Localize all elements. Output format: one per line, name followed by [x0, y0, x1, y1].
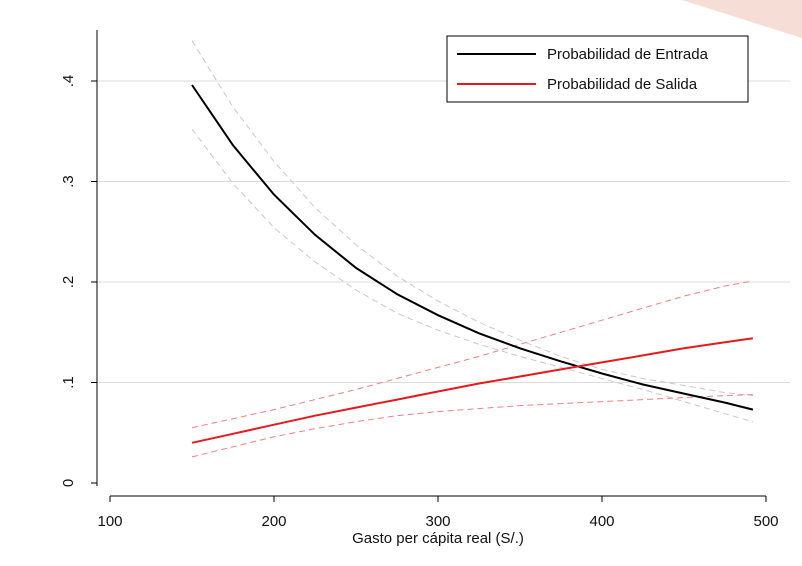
x-tick-label-4: 500	[753, 513, 778, 530]
legend-label-1: Probabilidad de Salida	[547, 76, 698, 93]
corner-decoration	[682, 0, 802, 38]
y-tick-label-1: .1	[60, 376, 77, 389]
salida-line	[191, 337, 754, 444]
x-axis-title: Gasto per cápita real (S/.)	[352, 530, 524, 547]
x-tick-label-0: 100	[97, 513, 122, 530]
legend-label-0: Probabilidad de Entrada	[547, 46, 709, 63]
x-tick-label-1: 200	[261, 513, 286, 530]
legend-box	[446, 35, 749, 103]
x-tick-label-2: 300	[425, 513, 450, 530]
y-tick-label-4: .4	[60, 75, 77, 88]
y-tick-label-2: .2	[60, 276, 77, 289]
confidence-band-line-4	[191, 280, 753, 429]
x-tick-label-3: 400	[589, 513, 614, 530]
y-tick-label-0: 0	[60, 479, 77, 487]
entrada-line	[191, 84, 754, 411]
confidence-band-line-5	[191, 394, 753, 458]
confidence-band-line-2	[191, 40, 753, 397]
y-tick-label-3: .3	[60, 175, 77, 188]
confidence-band-line-3	[191, 128, 754, 423]
